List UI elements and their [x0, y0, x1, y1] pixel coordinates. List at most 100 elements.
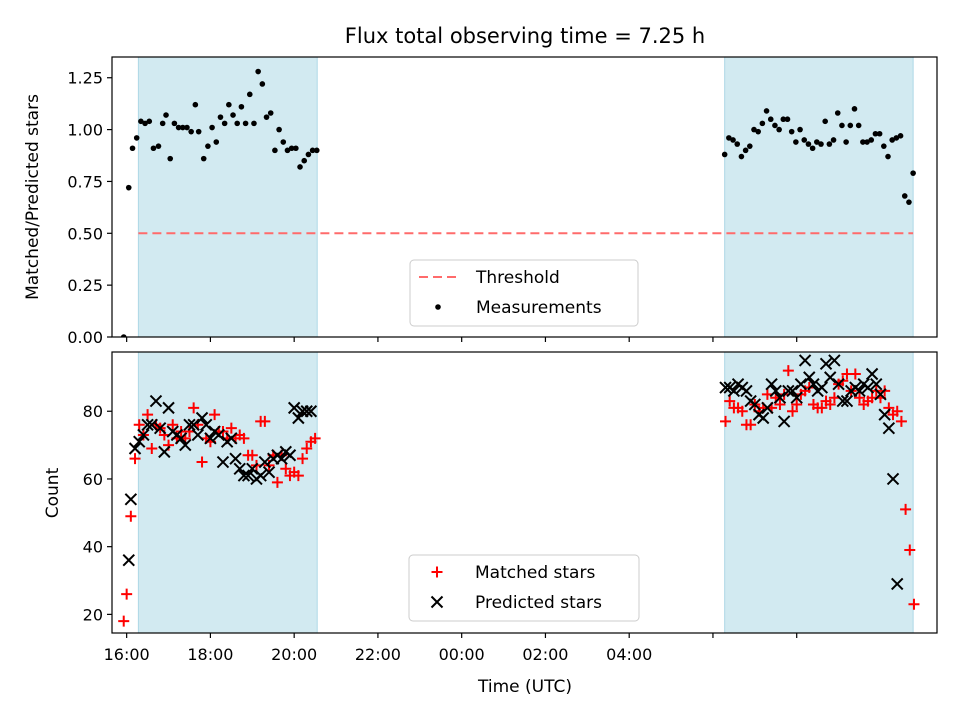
predicted-star-point: [828, 354, 841, 367]
measurement-point: [209, 124, 215, 131]
predicted-star-point: [283, 449, 297, 462]
measurement-point: [309, 147, 316, 154]
matched-star-point: [129, 453, 141, 465]
measurement-point: [843, 139, 849, 145]
measurement-point: [839, 122, 845, 129]
measurement-point: [784, 116, 791, 123]
predicted-star-point: [137, 428, 150, 442]
measurement-point: [293, 145, 299, 152]
y-tick-label: 0.00: [67, 328, 103, 347]
measurement-point: [217, 114, 224, 120]
measurement-point: [763, 108, 770, 114]
predicted-star-point: [874, 388, 887, 401]
measurement-point: [801, 137, 808, 143]
predicted-star-point: [174, 432, 188, 445]
predicted-star-point: [882, 421, 896, 435]
predicted-star-point: [878, 408, 891, 421]
measurement-point: [205, 143, 211, 149]
legend-label: Matched stars: [475, 563, 595, 583]
measurement-point: [221, 120, 228, 127]
matched-star-point: [118, 615, 130, 627]
chart-title: Flux total observing time = 7.25 h: [345, 24, 705, 48]
predicted-star-point: [158, 445, 171, 459]
y-tick-label: 1.25: [67, 69, 103, 88]
matched-star-point: [745, 419, 757, 431]
measurement-point: [297, 164, 303, 170]
x-tick-label: 22:00: [355, 645, 401, 664]
measurement-point: [280, 139, 287, 145]
measurement-point: [759, 120, 766, 127]
measurement-point: [860, 139, 866, 145]
matched-star-point: [900, 503, 912, 515]
predicted-star-point: [861, 381, 875, 394]
matched-star-point: [816, 402, 828, 414]
measurement-point: [826, 141, 833, 147]
measurement-point: [851, 106, 858, 112]
measurement-point: [246, 91, 253, 98]
predicted-star-point: [773, 391, 787, 404]
measurement-point: [313, 147, 320, 154]
legend: Matched stars Predicted stars: [408, 554, 640, 622]
measurement-point: [200, 155, 207, 162]
x-tick-label: 00:00: [439, 645, 485, 664]
measurement-point: [872, 130, 879, 137]
predicted-star-point: [807, 377, 820, 391]
matched-star-point: [188, 402, 200, 414]
measurement-point: [192, 101, 199, 108]
measurement-point: [855, 122, 862, 129]
measurement-point: [742, 147, 749, 154]
count-panel: 20 40 60 80 16:00 18:00 20:00 22:00 00:00 02:00 04…: [83, 351, 938, 664]
y-tick-label: 0.50: [67, 224, 103, 243]
measurement-point: [864, 139, 870, 145]
matched-star-point: [908, 598, 920, 610]
measurement-point: [276, 126, 282, 133]
predicted-star-point: [258, 455, 272, 469]
matched-star-point: [891, 405, 903, 417]
measurement-point: [910, 170, 916, 176]
measurement-point: [822, 118, 828, 125]
predicted-star-point: [216, 455, 230, 469]
measurement-point: [780, 116, 787, 123]
measurement-point: [897, 133, 904, 139]
measurement-point: [734, 141, 741, 147]
predicted-star-point: [819, 357, 833, 371]
matched-star-point: [209, 409, 221, 421]
matched-star-point: [133, 419, 145, 431]
measurement-point: [747, 143, 753, 149]
predicted-star-point: [287, 401, 301, 415]
y-tick-label: 80: [83, 402, 103, 421]
predicted-star-point: [832, 377, 845, 391]
matched-star-point: [849, 368, 861, 380]
measurement-point: [267, 110, 274, 116]
x-tick-label: 20:00: [271, 645, 317, 664]
measurement-point: [242, 120, 249, 127]
measurement-point: [272, 147, 278, 154]
predicted-star-point: [824, 371, 837, 384]
predicted-star-point: [300, 405, 313, 418]
predicted-star-point: [162, 401, 175, 415]
measurement-point: [305, 151, 312, 158]
measurement-point: [751, 126, 757, 133]
measurement-point: [284, 147, 291, 154]
y-tick-label: 0.75: [67, 172, 103, 191]
matched-star-point: [736, 405, 748, 417]
matched-star-point: [297, 453, 309, 465]
predicted-star-point: [200, 418, 213, 431]
axes-frame: [111, 56, 938, 338]
measurement-point: [263, 114, 270, 120]
measurement-point: [163, 112, 169, 118]
predicted-star-point: [133, 435, 146, 448]
predicted-star-point: [183, 418, 196, 431]
predicted-star-point: [145, 418, 158, 431]
measurement-point: [133, 135, 140, 141]
predicted-star-point: [727, 384, 741, 398]
predicted-star-point: [794, 377, 808, 391]
measurement-point: [234, 120, 241, 127]
measurement-point: [150, 145, 157, 152]
measurement-point: [793, 139, 799, 145]
predicted-star-point: [719, 381, 732, 394]
measurement-point: [772, 122, 778, 129]
y-tick-label: 0.25: [67, 276, 103, 295]
y-tick-label: 1.00: [67, 121, 103, 140]
predicted-star-point: [179, 438, 192, 452]
